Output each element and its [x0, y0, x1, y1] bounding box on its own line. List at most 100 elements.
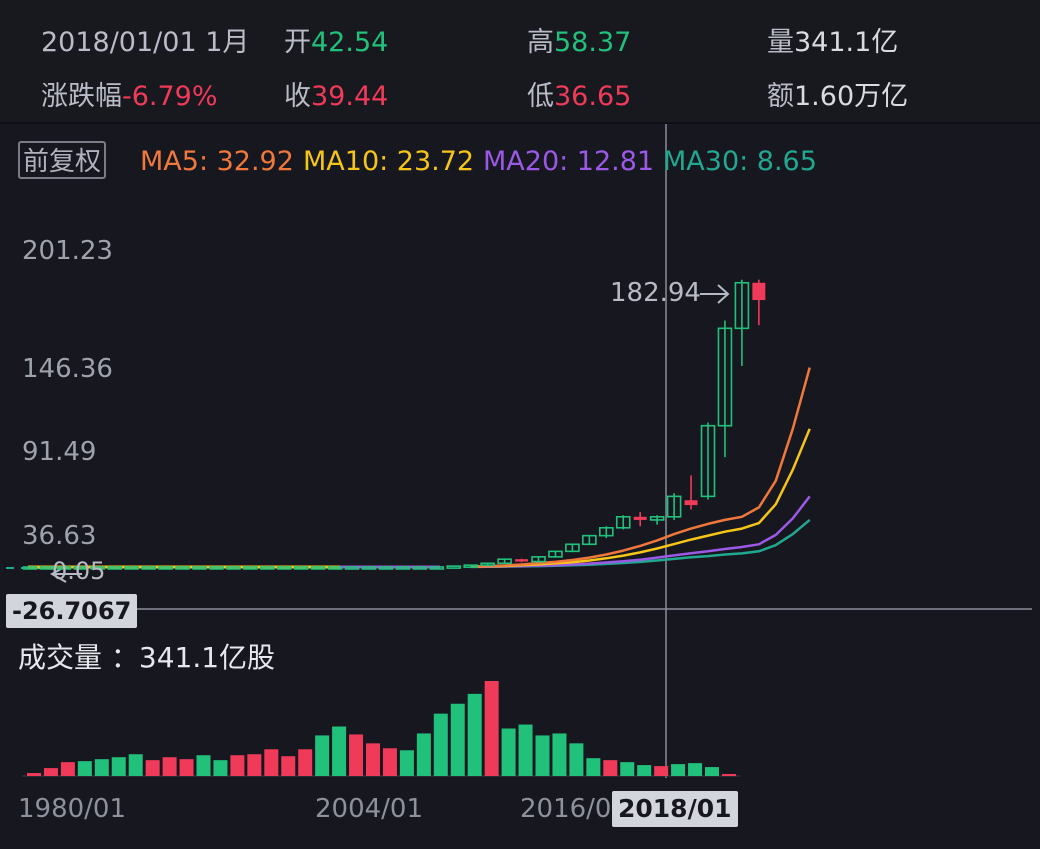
candle-body — [276, 566, 292, 570]
header-row-2: 涨跌幅-6.79% 收39.44 低36.65 额1.60万亿 — [0, 75, 1040, 119]
volume-label: 量 — [767, 27, 794, 58]
x-axis-label: 2004/01 — [315, 794, 424, 824]
volume-bar — [721, 774, 736, 776]
candle-body — [429, 566, 445, 570]
candle — [463, 564, 479, 568]
candle — [124, 566, 139, 570]
candles — [22, 279, 766, 570]
candle-body — [565, 543, 580, 553]
volume-bar — [179, 759, 194, 776]
volume-bar — [27, 773, 41, 776]
candle — [717, 320, 733, 458]
candle-body — [412, 566, 428, 570]
volume-bar — [281, 756, 296, 776]
candle-body — [192, 566, 207, 570]
candle-body — [141, 566, 156, 570]
volume-bar — [484, 681, 499, 776]
candle-body — [497, 558, 512, 565]
candle-body — [175, 566, 190, 570]
candle-body — [752, 282, 766, 301]
volume-bar — [637, 765, 652, 776]
candle-body — [327, 566, 343, 570]
header-close: 收39.44 — [284, 75, 388, 119]
open-value: 42.54 — [311, 27, 389, 58]
volume-bar — [111, 757, 126, 776]
adjust-type-button[interactable]: 前复权 — [18, 141, 107, 179]
volume-bar — [366, 743, 380, 776]
candle — [259, 566, 275, 570]
candle — [22, 566, 38, 570]
candle — [158, 566, 173, 570]
volume-bar — [586, 758, 601, 776]
volume-bar — [94, 759, 109, 776]
crosshair-date-label: 2018/01 — [612, 791, 738, 827]
candle-body — [548, 550, 563, 558]
candle — [700, 422, 716, 500]
volume-bar — [416, 733, 431, 776]
header-date: 2018/01/01 1月 — [41, 27, 250, 58]
volume-bar — [552, 733, 567, 776]
ma5-line — [470, 367, 811, 568]
y-axis-label: 201.23 — [22, 236, 113, 266]
candle — [361, 566, 377, 570]
ma5-label: MA5: 32.92 — [140, 146, 294, 177]
volume-bar — [128, 754, 143, 776]
candle — [633, 512, 647, 527]
change-label: 涨跌幅 — [41, 81, 122, 112]
min-price-label: 0.05 — [52, 557, 106, 585]
volume-bar — [671, 764, 686, 776]
volume-bar — [382, 748, 397, 776]
volume-bar — [213, 760, 228, 776]
candle — [565, 543, 580, 553]
candle-body — [615, 515, 631, 529]
header-change: 涨跌幅-6.79% — [41, 75, 218, 119]
header-low: 低36.65 — [527, 75, 631, 119]
header-row-1: 2018/01/01 1月 开42.54 高58.37 量341.1亿 — [0, 21, 1040, 65]
ma10-label: MA10: 23.72 — [303, 146, 475, 177]
candle — [480, 562, 495, 567]
volume-bar — [467, 693, 482, 776]
candle — [276, 566, 292, 570]
amount-label: 额 — [767, 81, 794, 112]
close-label: 收 — [284, 81, 311, 112]
candle — [107, 566, 123, 570]
candle-body — [734, 281, 750, 330]
volume-value: 341.1亿 — [794, 27, 899, 58]
candle — [39, 566, 55, 570]
volume-bar — [688, 763, 703, 776]
volume-bar — [77, 761, 92, 776]
candle-body — [344, 566, 360, 570]
candle — [90, 566, 106, 570]
volume-bar — [654, 766, 669, 776]
candle — [515, 558, 529, 563]
max-arrow-icon — [700, 284, 730, 304]
header-volume: 量341.1亿 — [767, 21, 898, 65]
candle — [293, 566, 309, 570]
candle-body — [361, 566, 377, 570]
candle-body — [22, 566, 38, 570]
volume-bar — [620, 762, 635, 776]
candle-body — [158, 566, 173, 570]
candle-body — [209, 566, 224, 570]
candle-body — [649, 515, 665, 521]
candle — [497, 558, 512, 565]
candle-body — [480, 562, 495, 567]
crosshair-price-label: -26.7067 — [6, 594, 138, 628]
candle-body — [446, 565, 462, 569]
volume-bar — [518, 724, 533, 776]
volume-bar — [535, 735, 550, 776]
candle — [175, 566, 190, 570]
volume-bar — [230, 755, 245, 776]
y-axis-label: 36.63 — [22, 521, 97, 551]
volume-bar — [569, 743, 584, 776]
candle-body — [293, 566, 309, 570]
header-high: 高58.37 — [527, 21, 631, 65]
candle-body — [666, 495, 682, 518]
candle-body — [226, 566, 241, 570]
candle-body — [310, 566, 326, 570]
candle — [649, 515, 665, 525]
volume-bar — [603, 760, 618, 776]
volume-bar — [298, 749, 313, 776]
volume-bar — [705, 767, 719, 776]
